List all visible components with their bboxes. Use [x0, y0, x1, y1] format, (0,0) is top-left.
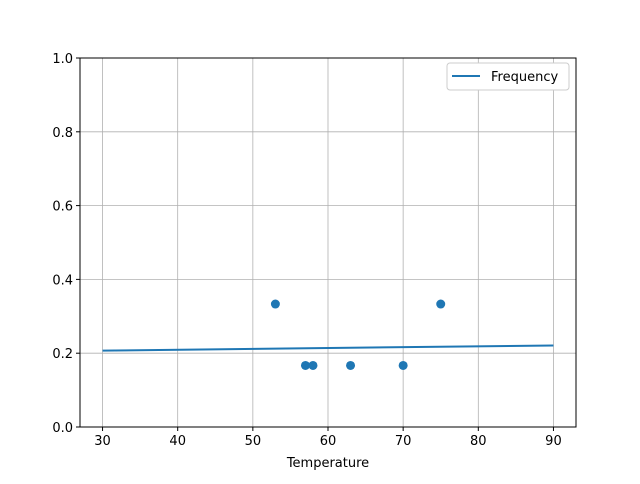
data-point	[270, 299, 280, 309]
legend-label: Frequency	[491, 70, 558, 85]
y-tick-label: 0.8	[52, 126, 73, 141]
x-tick-label: 60	[320, 434, 337, 449]
y-tick-label: 0.0	[52, 421, 73, 436]
x-tick-label: 70	[395, 434, 412, 449]
data-point	[308, 360, 318, 370]
x-tick-label: 40	[169, 434, 186, 449]
x-tick-label: 50	[245, 434, 262, 449]
y-tick-label: 1.0	[52, 52, 73, 67]
legend-box	[446, 62, 570, 91]
data-point	[300, 360, 310, 370]
y-tick-label: 0.6	[52, 200, 73, 215]
x-tick-label: 30	[94, 434, 111, 449]
frequency-line	[102, 344, 554, 352]
data-point	[436, 299, 446, 309]
grid	[80, 57, 576, 428]
legend: Frequency	[446, 62, 570, 91]
y-tick-label: 0.2	[52, 347, 73, 362]
y-tick-label: 0.4	[52, 273, 73, 288]
data-point	[346, 360, 356, 370]
x-tick-label: 90	[545, 434, 562, 449]
points-layer	[270, 299, 446, 370]
x-tick-label: 80	[470, 434, 487, 449]
ticks: 30 40 50 60 70 80 90 0.0 0.2 0.4 0.6 0.8 1.0	[52, 52, 561, 449]
line-layer	[102, 344, 554, 352]
data-point	[398, 360, 408, 370]
x-axis-label: Temperature	[286, 456, 369, 471]
